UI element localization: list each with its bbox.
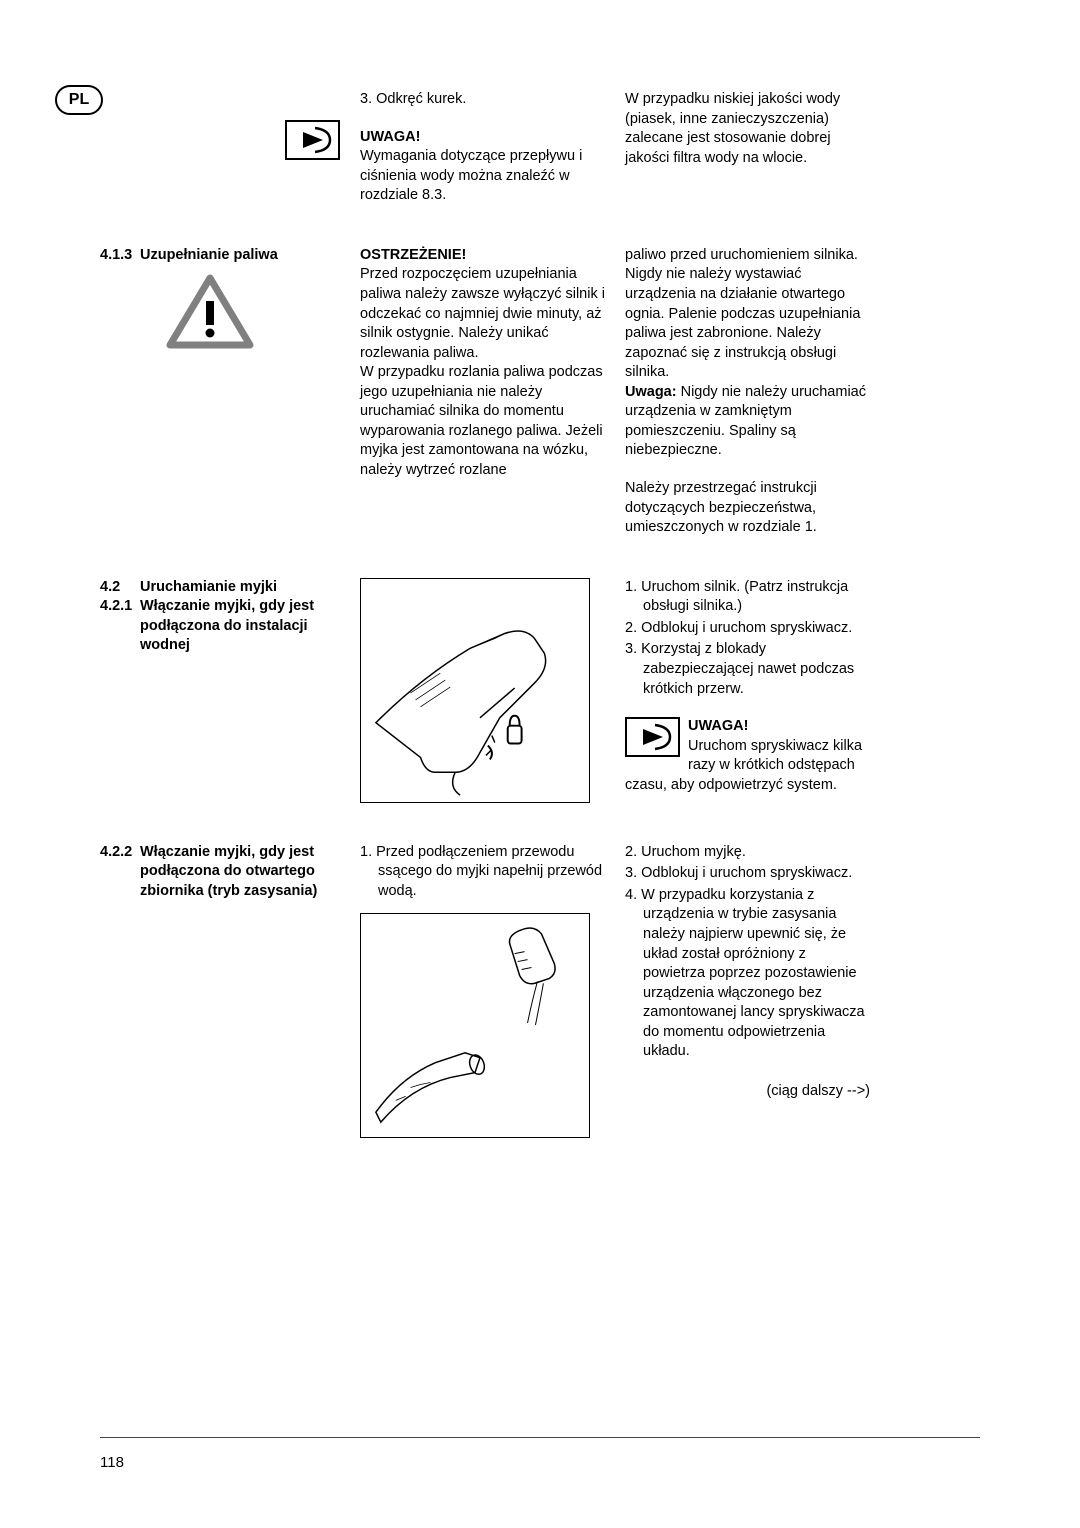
uwaga-text-1: Wymagania dotyczące przepływu i ciśnieni… — [360, 147, 605, 206]
col-left-1 — [100, 90, 340, 206]
heading-num-42: 4.2 — [100, 578, 140, 598]
warning-p2: W przypadku rozlania paliwa podczas jego… — [360, 363, 605, 480]
spray-gun-illustration — [360, 578, 590, 803]
step-3-text: 3. Odkręć kurek. — [360, 90, 605, 110]
col-right-4: 2. Uruchom myjkę. 3. Odblokuj i uruchom … — [625, 843, 870, 1139]
hand-pointing-icon-2 — [625, 717, 680, 757]
section-1: 3. Odkręć kurek. UWAGA! Wymagania dotycz… — [100, 90, 980, 206]
step-421-1: 1. Uruchom silnik. (Patrz instrukcja obs… — [625, 578, 870, 617]
step-421-2: 2. Odblokuj i uruchom spryskiwacz. — [625, 619, 870, 639]
warning-r2: Uwaga: Nigdy nie należy uruchamiać urząd… — [625, 383, 870, 461]
heading-num-422: 4.2.2 — [100, 843, 140, 863]
col-mid-3 — [360, 578, 605, 803]
step-422-4: 4. W przypadku korzystania z urządzenia … — [625, 886, 870, 1062]
steps-list-421: 1. Uruchom silnik. (Patrz instrukcja obs… — [625, 578, 870, 699]
step-422-mid: 1. Przed podłączeniem przewodu ssącego d… — [360, 843, 605, 902]
col-left-3: 4.2Uruchamianie myjki 4.2.1Włączanie myj… — [100, 578, 340, 803]
warning-p1: Przed rozpoczęciem uzupełniania paliwa n… — [360, 265, 605, 363]
page-number: 118 — [100, 1453, 124, 1473]
step-422-2: 2. Uruchom myjkę. — [625, 843, 870, 863]
heading-text-422: Włączanie myjki, gdy jest podłączona do … — [140, 843, 320, 902]
section-3: 4.2Uruchamianie myjki 4.2.1Włączanie myj… — [100, 578, 980, 803]
col-right-2: paliwo przed uruchomieniem silnika. Nigd… — [625, 246, 870, 538]
heading-text-413: Uzupełnianie paliwa — [140, 246, 320, 266]
continued-text: (ciąg dalszy -->) — [625, 1082, 870, 1102]
uwaga-heading-3: UWAGA! — [688, 718, 748, 734]
heading-42: 4.2Uruchamianie myjki — [100, 578, 340, 598]
col-right-1: W przypadku niskiej jakości wody (piasek… — [625, 90, 870, 206]
col-mid-4: 1. Przed podłączeniem przewodu ssącego d… — [360, 843, 605, 1139]
step-421-3: 3. Korzystaj z blokady zabezpieczającej … — [625, 640, 870, 699]
col-left-4: 4.2.2Włączanie myjki, gdy jest podłączon… — [100, 843, 340, 1139]
uwaga-heading-1: UWAGA! — [360, 128, 605, 148]
heading-413: 4.1.3Uzupełnianie paliwa — [100, 246, 340, 266]
hand-pointing-icon — [285, 120, 340, 160]
footer-divider — [100, 1437, 980, 1438]
heading-422: 4.2.2Włączanie myjki, gdy jest podłączon… — [100, 843, 340, 902]
heading-421: 4.2.1Włączanie myjki, gdy jest podłączon… — [100, 597, 340, 656]
col-mid-2: OSTRZEŻENIE! Przed rozpoczęciem uzupełni… — [360, 246, 605, 538]
heading-num-413: 4.1.3 — [100, 246, 140, 266]
col-left-2: 4.1.3Uzupełnianie paliwa — [100, 246, 340, 538]
heading-text-42: Uruchamianie myjki — [140, 578, 320, 598]
col-mid-1: 3. Odkręć kurek. UWAGA! Wymagania dotycz… — [360, 90, 605, 206]
heading-text-421: Włączanie myjki, gdy jest podłączona do … — [140, 597, 320, 656]
steps-list-422: 2. Uruchom myjkę. 3. Odblokuj i uruchom … — [625, 843, 870, 1062]
water-quality-text: W przypadku niskiej jakości wody (piasek… — [625, 90, 870, 168]
section-4: 4.2.2Włączanie myjki, gdy jest podłączon… — [100, 843, 980, 1139]
warning-r3: Należy przestrzegać instrukcji dotyczący… — [625, 479, 870, 538]
col-right-3: 1. Uruchom silnik. (Patrz instrukcja obs… — [625, 578, 870, 803]
warning-r1: paliwo przed uruchomieniem silnika. Nigd… — [625, 246, 870, 383]
hose-fill-illustration — [360, 913, 590, 1138]
warning-heading: OSTRZEŻENIE! — [360, 246, 605, 266]
heading-num-421: 4.2.1 — [100, 597, 140, 617]
step-422-3: 3. Odblokuj i uruchom spryskiwacz. — [625, 864, 870, 884]
warning-triangle-icon — [165, 273, 255, 353]
section-2: 4.1.3Uzupełnianie paliwa OSTRZEŻENIE! Pr… — [100, 246, 980, 538]
step-422-1: 1. Przed podłączeniem przewodu ssącego d… — [360, 843, 605, 902]
uwaga-inline: Uwaga: — [625, 384, 677, 400]
language-badge: PL — [55, 85, 103, 115]
uwaga-block-3: UWAGA! Uruchom spryskiwacz kilka razy w … — [625, 717, 870, 795]
